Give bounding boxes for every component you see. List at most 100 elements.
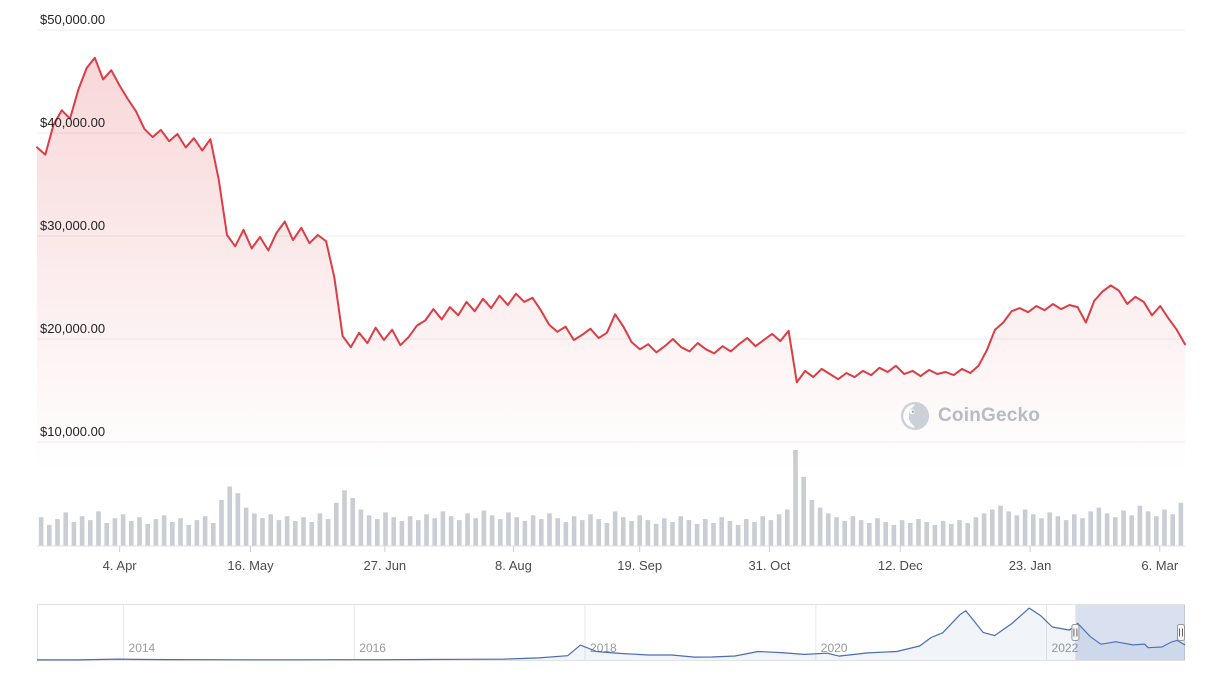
volume-bar xyxy=(875,518,880,546)
volume-bar xyxy=(243,507,249,546)
volume-bar xyxy=(432,518,437,546)
volume-bars xyxy=(38,450,1184,546)
volume-bar xyxy=(596,519,601,546)
navigator-selected-range[interactable] xyxy=(1075,605,1185,660)
volume-bar xyxy=(1014,515,1020,546)
volume-bar xyxy=(858,520,864,546)
volume-bar xyxy=(719,517,724,546)
volume-bar xyxy=(1080,518,1085,546)
volume-bar xyxy=(588,514,593,546)
x-axis-label: 16. May xyxy=(227,558,274,573)
navigator-area-fill xyxy=(37,608,1185,660)
volume-bar xyxy=(1055,516,1061,546)
volume-bar xyxy=(932,524,938,546)
volume-bar xyxy=(908,523,913,546)
volume-bar xyxy=(145,523,150,546)
x-axis-label: 27. Jun xyxy=(364,558,407,573)
volume-bar xyxy=(317,513,323,546)
volume-bar xyxy=(334,502,339,546)
volume-bar xyxy=(571,516,577,546)
y-axis-label: $30,000.00 xyxy=(40,218,105,233)
navigator-right-handle-grip[interactable] xyxy=(1177,624,1185,641)
volume-bar xyxy=(1162,509,1167,546)
volume-bar xyxy=(1096,507,1102,546)
volume-bar xyxy=(424,514,429,546)
volume-bar xyxy=(727,521,733,546)
volume-bar xyxy=(1072,514,1077,546)
volume-bar xyxy=(284,516,290,546)
x-axis-label: 19. Sep xyxy=(617,558,662,573)
volume-bar xyxy=(1154,516,1159,546)
volume-bar xyxy=(47,524,52,546)
volume-bar xyxy=(1137,505,1143,546)
volume-bar xyxy=(38,517,44,546)
volume-bar xyxy=(178,518,183,546)
x-axis-label: 6. Mar xyxy=(1141,558,1179,573)
volume-bar xyxy=(1088,511,1093,546)
volume-bar xyxy=(1170,514,1175,546)
volume-bar xyxy=(112,518,118,546)
volume-bar xyxy=(1145,511,1151,546)
volume-bar xyxy=(63,512,68,546)
volume-bar xyxy=(1006,511,1011,546)
volume-bar xyxy=(760,516,765,546)
volume-bar xyxy=(735,524,741,546)
volume-bar xyxy=(211,523,216,546)
volume-bar xyxy=(1104,513,1110,546)
volume-bar xyxy=(744,519,749,546)
volume-bar xyxy=(514,517,519,546)
volume-bar xyxy=(1121,510,1126,546)
volume-bar xyxy=(637,515,642,546)
volume-bar xyxy=(1178,502,1184,546)
volume-bar xyxy=(604,523,610,546)
volume-bar xyxy=(137,517,142,546)
volume-bar xyxy=(891,524,897,546)
volume-bar xyxy=(662,518,667,546)
volume-bar xyxy=(809,499,815,546)
navigator-left-handle-grip[interactable] xyxy=(1071,624,1080,641)
volume-bar xyxy=(957,520,962,546)
volume-bar xyxy=(1129,515,1134,546)
volume-bar xyxy=(580,520,585,546)
volume-bar xyxy=(563,522,569,546)
volume-bar xyxy=(629,521,634,546)
x-axis-label: 12. Dec xyxy=(878,558,923,573)
volume-bar xyxy=(268,514,273,546)
volume-bar xyxy=(522,521,528,546)
volume-bar xyxy=(949,523,954,546)
volume-bar xyxy=(219,499,224,546)
volume-bar xyxy=(129,521,134,546)
volume-bar xyxy=(252,513,257,546)
y-axis-label: $50,000.00 xyxy=(40,12,105,27)
volume-bar xyxy=(79,516,85,546)
volume-bar xyxy=(120,514,126,546)
volume-bar xyxy=(407,516,413,546)
navigator-year-label: 2014 xyxy=(129,641,156,655)
volume-bar xyxy=(940,521,946,546)
volume-bar xyxy=(1022,509,1028,546)
x-axis-label: 8. Aug xyxy=(495,558,532,573)
volume-bar xyxy=(883,522,888,546)
volume-bar xyxy=(153,519,159,546)
volume-bar xyxy=(1031,514,1036,546)
volume-bar xyxy=(235,493,241,546)
volume-bar xyxy=(867,523,872,546)
navigator-left-handle[interactable] xyxy=(1071,624,1080,641)
volume-bar xyxy=(826,513,831,546)
volume-bar xyxy=(899,520,905,546)
navigator-right-handle[interactable] xyxy=(1177,624,1185,641)
volume-bar xyxy=(473,518,478,546)
volume-bar xyxy=(375,519,380,546)
volume-bar xyxy=(88,520,93,546)
navigator-line-series xyxy=(37,607,1186,661)
volume-bar xyxy=(227,486,232,546)
price-area-fill xyxy=(37,57,1185,471)
volume-bar xyxy=(916,519,921,546)
volume-bar xyxy=(161,515,167,546)
volume-bar xyxy=(793,450,798,546)
volume-bar xyxy=(801,476,806,546)
volume-bar xyxy=(678,516,683,546)
volume-bar xyxy=(301,517,306,546)
chart-hover-area[interactable] xyxy=(37,22,1185,546)
